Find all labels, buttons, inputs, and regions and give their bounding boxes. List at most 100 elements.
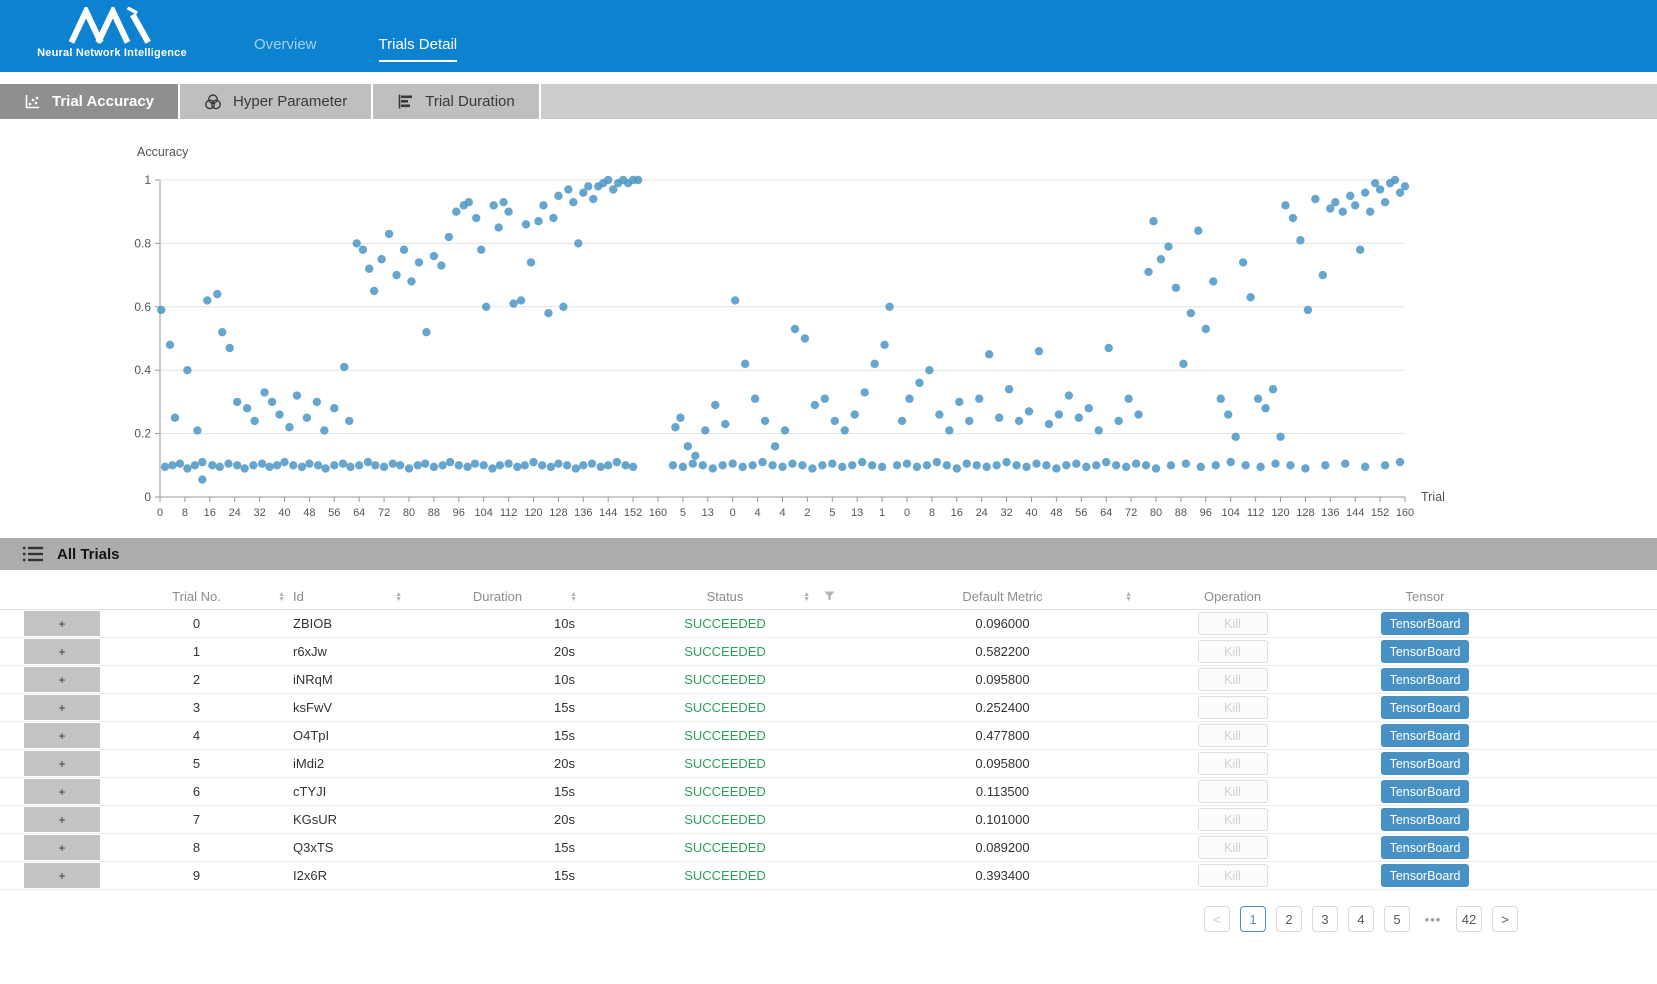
cell-default-metric: 0.095800 xyxy=(975,756,1030,771)
scatter-point xyxy=(932,457,942,467)
page-button-5[interactable]: 5 xyxy=(1384,906,1410,932)
x-tick-label: 48 xyxy=(303,507,315,519)
tensorboard-button[interactable]: TensorBoard xyxy=(1381,696,1469,719)
scatter-point xyxy=(509,299,518,308)
scatter-point xyxy=(1141,461,1151,470)
scatter-point xyxy=(489,201,498,210)
scatter-point xyxy=(1052,464,1061,473)
tensorboard-button[interactable]: TensorBoard xyxy=(1381,864,1469,887)
x-tick-label: 72 xyxy=(378,507,390,519)
x-tick-label: 4 xyxy=(755,507,761,519)
scatter-point xyxy=(1121,462,1131,472)
scatter-point xyxy=(780,426,790,435)
scatter-point xyxy=(1209,277,1218,286)
tensorboard-button[interactable]: TensorBoard xyxy=(1381,668,1469,691)
scatter-point xyxy=(1131,459,1141,468)
kill-button[interactable]: Kill xyxy=(1197,752,1268,775)
scatter-point xyxy=(1370,178,1380,188)
sort-arrows-icon[interactable]: ▲ ▼ xyxy=(803,590,810,603)
tab-hyper-parameter[interactable]: Hyper Parameter xyxy=(180,84,374,119)
tensorboard-button[interactable]: TensorBoard xyxy=(1381,724,1469,747)
kill-button[interactable]: Kill xyxy=(1197,780,1268,803)
expand-row-button[interactable]: + xyxy=(24,779,100,804)
page-button-2[interactable]: 2 xyxy=(1276,906,1302,932)
page-button-3[interactable]: 3 xyxy=(1312,906,1338,932)
scatter-point xyxy=(701,426,710,435)
scatter-point xyxy=(1166,461,1176,470)
cell-tensor: TensorBoard xyxy=(1325,668,1525,691)
page-ellipsis[interactable]: ••• xyxy=(1420,906,1446,932)
page-prev-button[interactable]: < xyxy=(1204,906,1230,932)
x-tick-label: 128 xyxy=(549,507,567,519)
kill-button[interactable]: Kill xyxy=(1197,836,1268,859)
expand-row-button[interactable]: + xyxy=(24,695,100,720)
expand-row-button[interactable]: + xyxy=(24,639,100,664)
kill-button[interactable]: Kill xyxy=(1197,640,1268,663)
page-button-42[interactable]: 42 xyxy=(1456,906,1482,932)
sort-arrows-icon[interactable]: ▲ ▼ xyxy=(1125,590,1132,603)
x-tick-label: 48 xyxy=(1050,507,1062,519)
nav-tab-overview[interactable]: Overview xyxy=(254,36,317,53)
tensorboard-button[interactable]: TensorBoard xyxy=(1381,836,1469,859)
scatter-point xyxy=(544,308,553,318)
scatter-point xyxy=(1303,305,1313,315)
tensorboard-button[interactable]: TensorBoard xyxy=(1381,752,1469,775)
page-button-4[interactable]: 4 xyxy=(1348,906,1374,932)
scatter-point xyxy=(850,410,859,419)
nni-logo-icon xyxy=(68,7,151,44)
kill-button[interactable]: Kill xyxy=(1197,668,1268,691)
column-label: Default Metric xyxy=(962,589,1043,604)
x-tick-label: 8 xyxy=(182,507,188,519)
expand-row-button[interactable]: + xyxy=(24,611,100,636)
scatter-point xyxy=(1054,410,1064,419)
x-tick-label: 0 xyxy=(730,507,736,519)
scatter-point xyxy=(305,459,314,468)
sort-arrows-icon[interactable]: ▲ ▼ xyxy=(570,590,577,603)
tab-trial-accuracy[interactable]: Trial Accuracy xyxy=(0,84,181,119)
scatter-point xyxy=(549,213,558,223)
scatter-point xyxy=(285,423,294,432)
page-button-1[interactable]: 1 xyxy=(1240,906,1266,932)
expand-row-button[interactable]: + xyxy=(24,667,100,692)
scatter-point xyxy=(358,245,368,254)
x-tick-label: 13 xyxy=(702,507,714,519)
cell-status: SUCCEEDED xyxy=(684,616,766,631)
expand-row-button[interactable]: + xyxy=(24,863,100,888)
page-next-button[interactable]: > xyxy=(1492,906,1518,932)
filter-funnel-icon[interactable] xyxy=(824,589,835,604)
nav-tab-trials-detail[interactable]: Trials Detail xyxy=(378,36,458,62)
chart-tab-bar: Trial Accuracy Hyper Parameter Trial Dur… xyxy=(0,84,1657,119)
scatter-point xyxy=(1288,213,1298,223)
expand-row-button[interactable]: + xyxy=(24,751,100,776)
kill-button[interactable]: Kill xyxy=(1197,696,1268,719)
column-header-id: Id ▲ ▼ xyxy=(293,584,410,609)
scatter-point xyxy=(232,461,242,470)
scatter-point xyxy=(504,207,513,216)
hyper-parameter-icon xyxy=(205,93,221,109)
kill-button[interactable]: Kill xyxy=(1197,808,1268,831)
expand-row-button[interactable]: + xyxy=(24,723,100,748)
cell-status: SUCCEEDED xyxy=(684,812,766,827)
scatter-point xyxy=(671,423,680,432)
tensorboard-button[interactable]: TensorBoard xyxy=(1381,808,1469,831)
tensorboard-button[interactable]: TensorBoard xyxy=(1381,612,1469,635)
tensorboard-button[interactable]: TensorBoard xyxy=(1381,640,1469,663)
scatter-point xyxy=(477,245,486,254)
cell-operation: Kill xyxy=(1140,612,1325,635)
kill-button[interactable]: Kill xyxy=(1197,864,1268,887)
scatter-point xyxy=(955,397,964,407)
kill-button[interactable]: Kill xyxy=(1197,612,1268,635)
sort-arrows-icon[interactable]: ▲ ▼ xyxy=(395,590,402,603)
kill-button[interactable]: Kill xyxy=(1197,724,1268,747)
expand-row-button[interactable]: + xyxy=(24,835,100,860)
sort-arrows-icon[interactable]: ▲ ▼ xyxy=(278,590,285,603)
scatter-point xyxy=(1216,394,1225,403)
scatter-point xyxy=(1072,459,1081,468)
column-header-trial-no-: Trial No. ▲ ▼ xyxy=(100,584,293,609)
scatter-point xyxy=(1268,385,1278,394)
expand-row-button[interactable]: + xyxy=(24,807,100,832)
tab-trial-duration[interactable]: Trial Duration xyxy=(373,84,541,119)
scatter-point xyxy=(379,462,389,472)
tensorboard-button[interactable]: TensorBoard xyxy=(1381,780,1469,803)
scatter-point xyxy=(758,457,767,467)
